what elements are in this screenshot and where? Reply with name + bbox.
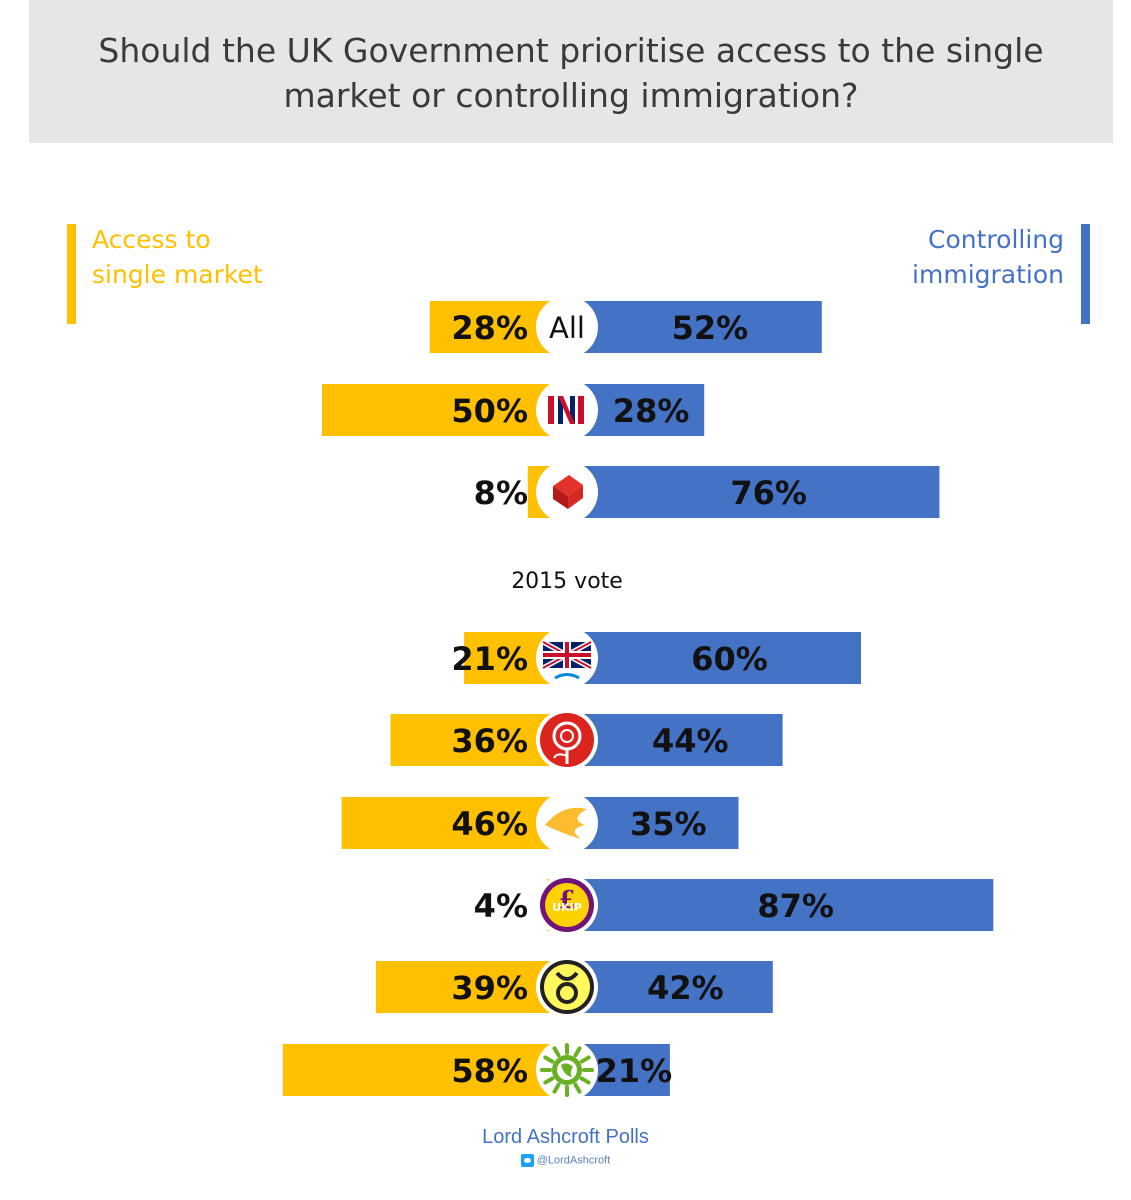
value-label-immigration: 87%	[757, 887, 834, 925]
legend-immigration-line1: Controlling	[928, 225, 1064, 254]
footer-twitter: @LordAshcroft	[0, 1154, 1131, 1167]
legend-immigration-label: Controlling immigration	[912, 222, 1064, 292]
value-label-access: 21%	[451, 640, 528, 678]
all-label: All	[549, 311, 585, 345]
chart-row: 58% 21%	[282, 1039, 673, 1101]
value-label-access: 50%	[451, 392, 528, 430]
remain-in-icon	[536, 379, 598, 441]
ukip-logo-text: UKIP	[552, 901, 582, 914]
legend-immigration-bar	[1081, 224, 1090, 324]
bar-access	[375, 961, 567, 1013]
chart-row: 50% 28%	[322, 379, 705, 441]
legend-immigration-line2: immigration	[912, 260, 1064, 289]
bar-immigration	[567, 632, 861, 684]
bar-immigration	[567, 714, 783, 766]
value-label-immigration: 76%	[730, 474, 807, 512]
value-label-access: 36%	[451, 722, 528, 760]
bar-access	[282, 1044, 567, 1096]
value-label-access: 58%	[451, 1052, 528, 1090]
leave-box-icon	[536, 461, 598, 523]
chart-title: Should the UK Government prioritise acce…	[98, 31, 1044, 115]
value-label-immigration: 35%	[630, 805, 707, 843]
bar-immigration	[567, 466, 940, 518]
legend-access-bar	[67, 224, 76, 324]
chart-row: All 28% 52%	[429, 296, 822, 358]
bar-immigration	[567, 961, 773, 1013]
value-label-immigration: 60%	[691, 640, 768, 678]
legend-access-line1: Access to	[92, 225, 211, 254]
value-label-immigration: 21%	[596, 1052, 673, 1090]
chart-row: 8% 76%	[474, 461, 940, 523]
ukip-icon: £UKIP	[536, 874, 598, 936]
twitter-icon	[520, 1154, 534, 1167]
conservative-icon	[536, 627, 598, 689]
section-heading: 2015 vote	[511, 569, 623, 594]
legend-access-label: Access to single market	[92, 222, 263, 292]
chart-row: 36% 44%	[390, 709, 783, 771]
libdem-bird-icon	[536, 792, 598, 854]
snp-icon	[536, 956, 598, 1018]
labour-rose-icon	[536, 709, 598, 771]
value-label-immigration: 28%	[613, 392, 690, 430]
legend-access-line2: single market	[92, 260, 263, 289]
value-label-access: 28%	[451, 309, 528, 347]
bar-access	[322, 384, 567, 436]
value-label-immigration: 44%	[652, 722, 729, 760]
title-box: Should the UK Government prioritise acce…	[29, 0, 1113, 143]
value-label-immigration: 52%	[672, 309, 749, 347]
value-label-access: 46%	[451, 805, 528, 843]
value-label-immigration: 42%	[647, 969, 724, 1007]
footer-credit: Lord Ashcroft Polls	[482, 1126, 649, 1148]
ukip-pound-glyph: £	[559, 885, 576, 914]
icon-circle	[536, 296, 598, 358]
green-party-icon	[536, 1039, 598, 1101]
twitter-handle: @LordAshcroft	[536, 1154, 611, 1167]
bar-immigration	[567, 301, 822, 353]
bar-immigration	[567, 879, 994, 931]
chart-row: 39% 42%	[375, 956, 773, 1018]
bar-access	[341, 797, 567, 849]
chart-row: 21% 60%	[451, 627, 861, 689]
value-label-access: 4%	[474, 887, 528, 925]
all-text: All	[536, 296, 598, 358]
chart-row: 46% 35%	[341, 792, 739, 854]
value-label-access: 8%	[474, 474, 528, 512]
value-label-access: 39%	[451, 969, 528, 1007]
